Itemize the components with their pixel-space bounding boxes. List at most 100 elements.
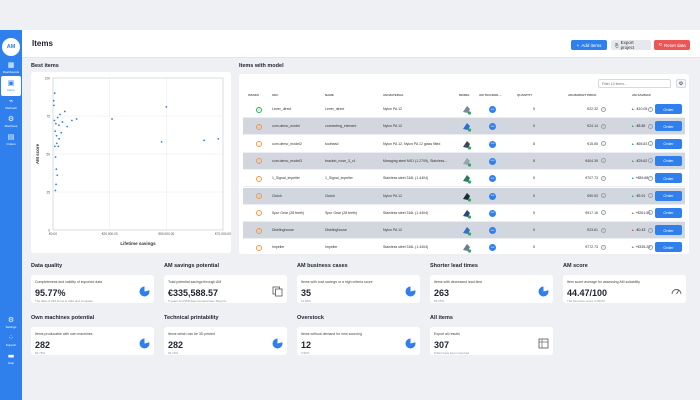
column-header[interactable]: Quantity (517, 93, 533, 97)
part-thumbnail-icon[interactable] (461, 156, 472, 167)
part-thumbnail-icon[interactable] (461, 139, 472, 150)
kpi-card[interactable]: Total potential savings through AM €335,5… (164, 275, 287, 303)
sidebar-item-label: Help (7, 361, 15, 365)
part-thumbnail-icon[interactable] (461, 191, 472, 202)
table-row[interactable]: ! Impeller Impeller Stainless steel 316L (1… (243, 239, 685, 257)
export-project-label: Export project (620, 40, 635, 50)
order-button[interactable]: Order (655, 207, 682, 218)
info-icon[interactable]: i (601, 141, 606, 147)
cell-price: €772.73 (585, 245, 598, 250)
sidebar-item-machines[interactable]: ⚙ Machines (0, 112, 22, 132)
order-button[interactable]: Order (655, 155, 682, 166)
part-thumbnail-icon[interactable] (461, 208, 472, 219)
kpi-card[interactable]: Items which can be 3D printed 282 93.16% (164, 327, 287, 355)
table-row[interactable]: ! com.demo_model3 bracket_nose_3_v1 Maragin… (243, 152, 685, 170)
kpi-card[interactable]: Items with decreased lead time 263 83.65% (430, 275, 553, 303)
sidebar-item-settings[interactable]: ⚙ Settings (0, 313, 22, 333)
app-logo[interactable]: AM (2, 38, 20, 56)
table-row[interactable]: ✓ Lever_direct Lever_direct Nylon PA 12 SLS 5… (243, 101, 685, 118)
savings-value: -€65.63 (635, 141, 648, 146)
kpi-card[interactable]: Items without demand for new sourcing 12 3… (297, 327, 420, 355)
column-header[interactable]: AM Technol... (479, 93, 502, 97)
kpi-value: 282 (35, 340, 51, 350)
cell-name: Spur Gear (28 teeth) (325, 210, 358, 215)
info-icon[interactable]: i (648, 123, 653, 129)
cell-sku: Spur Gear (28 teeth) (272, 210, 305, 215)
export-project-button[interactable]: ⎘ Export project (611, 40, 651, 50)
kpi-card[interactable]: Items producable with own machines 282 92.… (31, 327, 154, 355)
arrow-up-icon: ▲ (631, 176, 636, 181)
sidebar-item-help[interactable]: ▬ Help (0, 349, 22, 369)
cell-price: €917.16 (585, 210, 598, 215)
arrow-up-icon: ▲ (631, 141, 636, 146)
info-icon[interactable]: i (601, 158, 606, 164)
info-icon[interactable]: i (601, 244, 606, 250)
part-thumbnail-icon[interactable] (461, 121, 472, 132)
part-thumbnail-icon[interactable] (461, 242, 472, 253)
part-thumbnail-icon[interactable] (461, 225, 472, 236)
order-button[interactable]: Order (655, 173, 682, 184)
kpi-card[interactable]: Completeness and validity of imported da… (31, 275, 154, 303)
sidebar-item-items[interactable]: ▣ Items (1, 76, 21, 96)
page-title: Items (32, 39, 53, 48)
info-icon[interactable]: i (648, 210, 653, 216)
kpi-title: All items (430, 315, 453, 321)
kpi-description: Items which can be 3D printed (168, 332, 216, 336)
x-tick-label: €70,000.00 (215, 232, 231, 236)
order-button[interactable]: Order (655, 225, 682, 236)
info-icon[interactable]: i (648, 106, 653, 112)
scatter-point (66, 125, 69, 128)
info-icon[interactable]: i (601, 210, 606, 216)
column-header[interactable]: AM Material (383, 93, 404, 97)
column-header[interactable]: Model (459, 93, 470, 97)
order-button[interactable]: Order (655, 104, 682, 114)
info-icon[interactable]: i (648, 175, 653, 181)
table-row[interactable]: ! Diskfinghouse Diskfinghouse Nylon PA 12 SL… (243, 222, 685, 240)
reset-data-button[interactable]: ⟲ Reset data (654, 40, 690, 50)
order-button[interactable]: Order (655, 121, 682, 132)
sidebar-item-support[interactable]: ⁘ Support (0, 331, 22, 351)
kpi-value: 263 (434, 288, 450, 298)
part-thumbnail-icon[interactable] (461, 104, 472, 115)
table-row[interactable]: ! Clutch Clutch Nylon PA 12 SLS 5 €90.53 i ▲ -€5… (243, 187, 685, 205)
order-button[interactable]: Order (655, 138, 682, 149)
cell-material: Stainless steel 316L (1.4404) (383, 176, 429, 181)
settings-icon[interactable]: ⚙ (676, 79, 686, 88)
table-row[interactable]: ! 1_Signal_impeller 1_Signal_impeller Stain… (243, 170, 685, 188)
column-header[interactable]: AM Market price (568, 93, 597, 97)
add-items-button[interactable]: + Add items (571, 40, 607, 50)
table-row[interactable]: ! com.demo_model connecting_element Nylon P… (243, 118, 685, 136)
table-row[interactable]: ! Spur Gear (28 teeth) Spur Gear (28 teeth… (243, 205, 685, 222)
table-row[interactable]: ! com.demo_model2 toolhead Nylon PA 12, Nyl… (243, 136, 685, 153)
info-icon[interactable]: i (648, 227, 653, 233)
info-icon[interactable]: i (601, 123, 606, 129)
info-icon[interactable]: i (601, 175, 606, 181)
technology-badge-icon: SLS (489, 244, 496, 252)
kpi-card[interactable]: Export all results 307 8 files have been i… (430, 327, 553, 355)
sidebar-item-dashboards[interactable]: ▦ Dashboards (0, 58, 22, 78)
cell-name: Diskfinghouse (325, 228, 347, 233)
scatter-point (53, 92, 56, 95)
info-icon[interactable]: i (648, 158, 653, 164)
part-thumbnail-icon[interactable] (461, 173, 472, 184)
kpi-card[interactable]: Items with cost savings or a high criter… (297, 275, 420, 303)
order-button[interactable]: Order (655, 190, 682, 201)
info-icon[interactable]: i (601, 227, 606, 233)
info-icon[interactable]: i (648, 141, 653, 147)
column-header[interactable]: Name (325, 93, 334, 97)
sidebar-item-orders[interactable]: ▤ Orders (0, 130, 22, 150)
sidebar-item-methods[interactable]: ⌁ Methods (0, 94, 22, 114)
column-header[interactable]: AM Savings (632, 93, 651, 97)
info-icon[interactable]: i (601, 193, 606, 198)
sidebar-item-label: Methods (5, 106, 17, 110)
column-header[interactable]: SKU (272, 93, 279, 97)
info-icon[interactable]: i (648, 244, 653, 250)
scatter-point (58, 137, 61, 140)
info-icon[interactable]: i (601, 106, 606, 112)
info-icon[interactable]: i (648, 193, 653, 198)
column-header[interactable]: Issues (248, 93, 260, 97)
kpi-card[interactable]: Item score average for assessing AM suit… (563, 275, 686, 303)
filter-input[interactable] (598, 79, 671, 88)
cell-quantity: 5 (533, 193, 535, 198)
order-button[interactable]: Order (655, 242, 682, 253)
